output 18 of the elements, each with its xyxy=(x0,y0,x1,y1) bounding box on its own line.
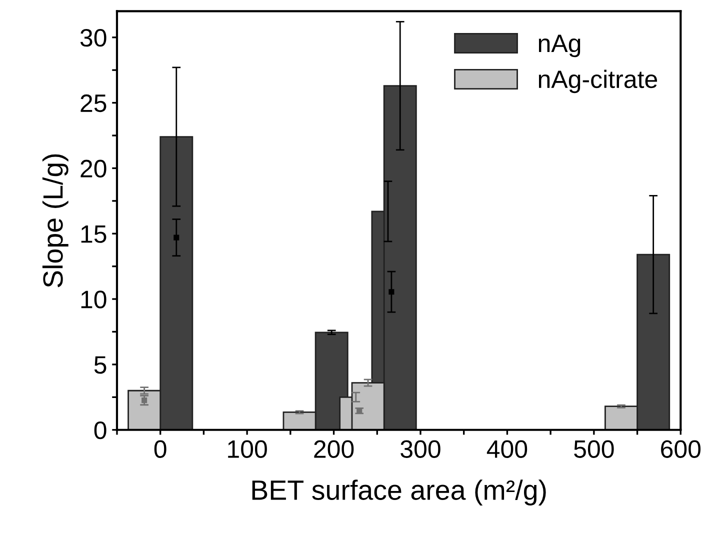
y-tick-label: 20 xyxy=(80,160,106,178)
x-tick-label: 100 xyxy=(228,440,267,458)
x-axis-title: BET surface area (m²/g) xyxy=(252,480,546,506)
legend-label: nAg-citrate xyxy=(538,70,658,94)
y-axis-title: Slope (L/g) xyxy=(42,154,68,288)
y-tick-label: 25 xyxy=(80,94,106,112)
x-tick-label: 0 xyxy=(154,440,166,458)
y-tick-label: 0 xyxy=(94,421,106,440)
y-tick-label: 15 xyxy=(81,225,106,243)
y-tick-label: 30 xyxy=(80,28,106,47)
y-tick-label: 10 xyxy=(81,290,106,308)
legend-label: nAg xyxy=(538,34,580,58)
x-tick-label: 600 xyxy=(661,440,701,458)
x-tick-label: 300 xyxy=(400,440,440,458)
y-tick-label: 5 xyxy=(94,356,106,374)
x-tick-label: 500 xyxy=(574,440,614,458)
x-tick-label: 400 xyxy=(486,440,528,458)
x-tick-label: 200 xyxy=(314,440,354,458)
